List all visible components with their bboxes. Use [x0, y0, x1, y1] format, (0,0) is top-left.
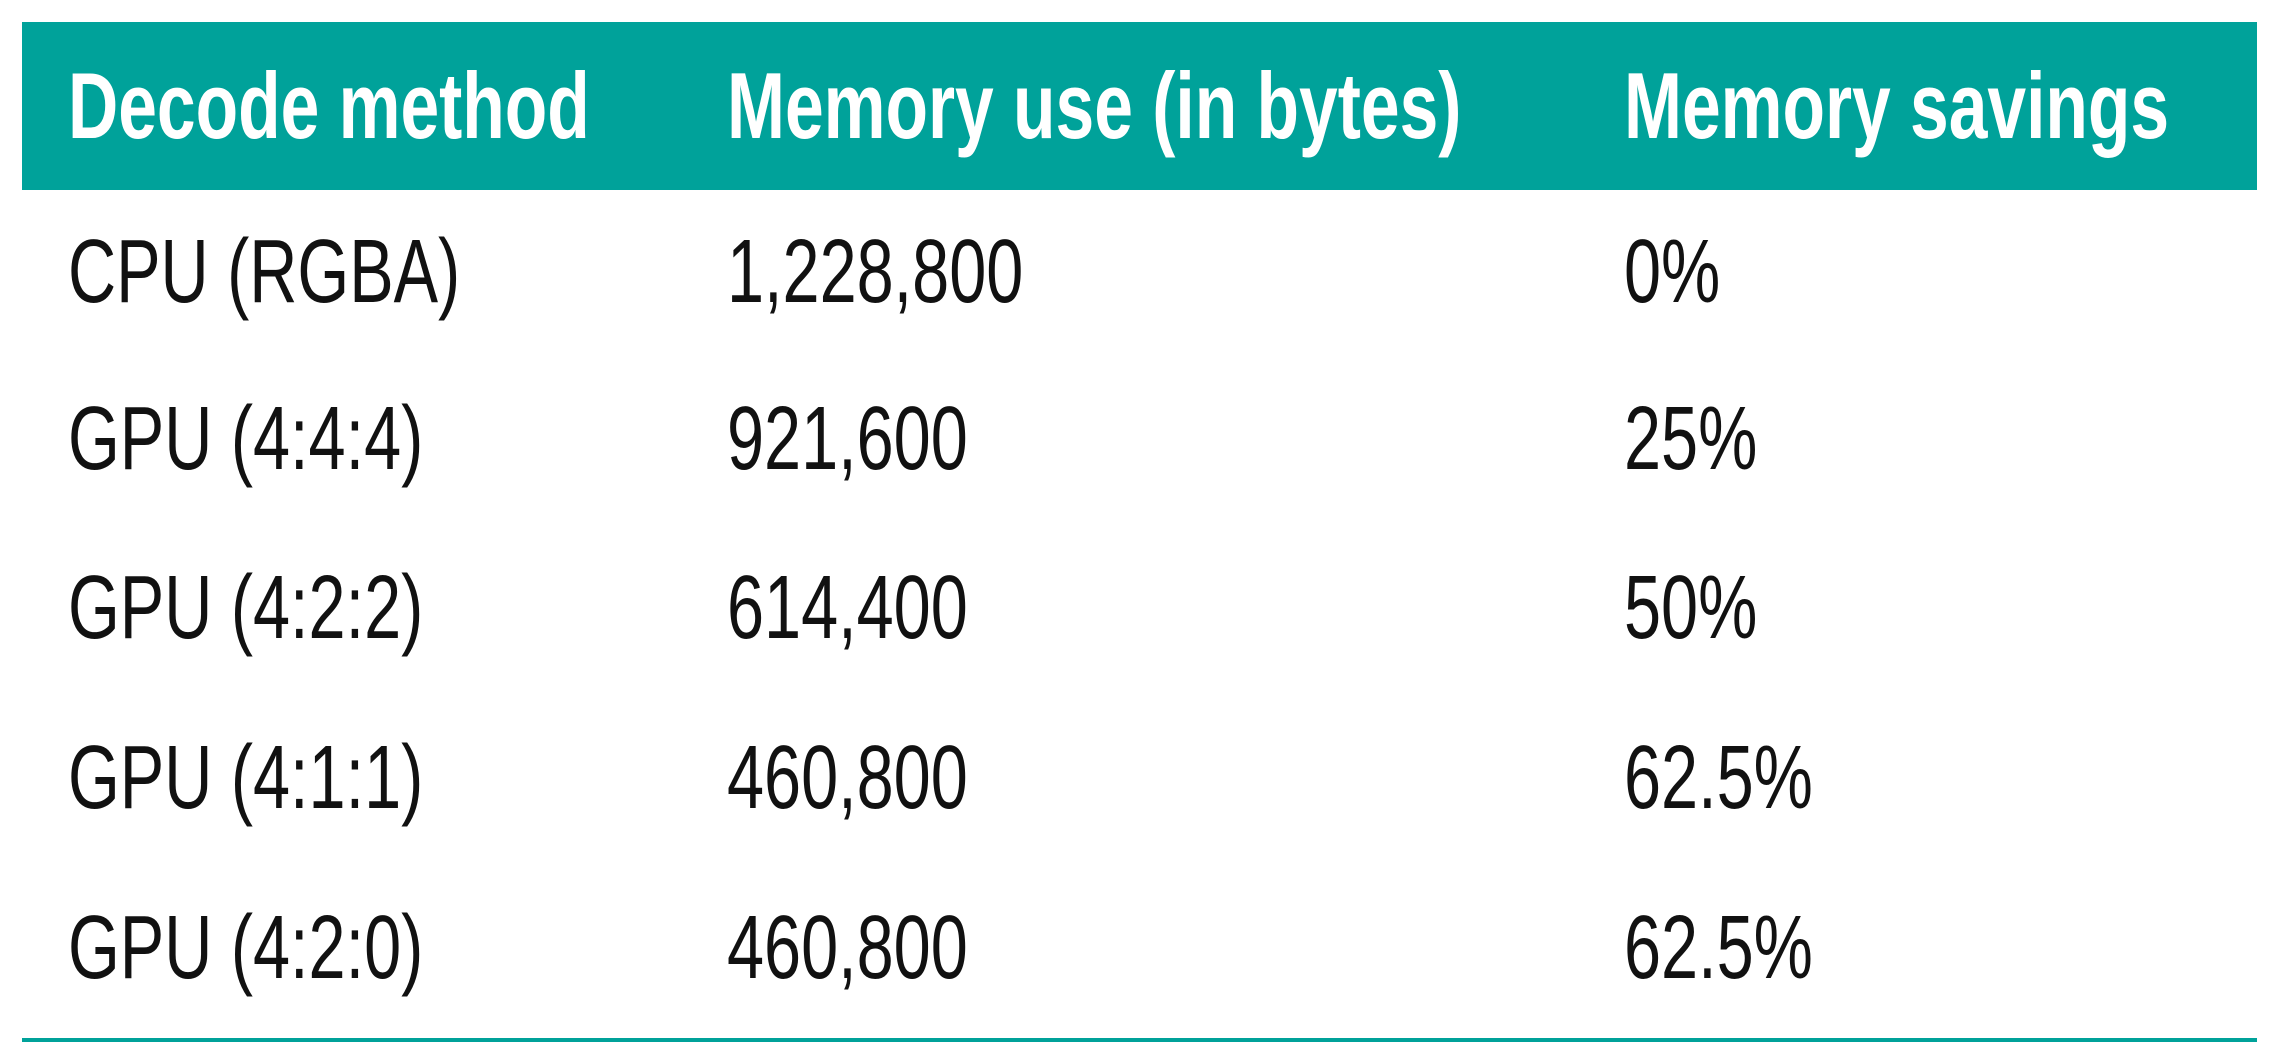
table-cell: 50% — [1624, 558, 1758, 658]
header-cell: Memory savings — [1624, 53, 2170, 158]
table-cell: 1,228,800 — [727, 222, 1024, 322]
header-cell: Decode method — [68, 53, 590, 158]
table-cell: GPU (4:2:2) — [68, 558, 424, 658]
table-cell: GPU (4:2:0) — [68, 898, 424, 998]
table-cell: 460,800 — [727, 898, 968, 998]
table-cell: CPU (RGBA) — [68, 222, 461, 322]
table-cell: 0% — [1624, 222, 1721, 322]
table-cell: 25% — [1624, 389, 1758, 489]
bottom-rule — [22, 1038, 2257, 1042]
table-cell: 921,600 — [727, 389, 968, 489]
table-cell: 62.5% — [1624, 728, 1813, 828]
table-cell: 460,800 — [727, 728, 968, 828]
table-cell: 614,400 — [727, 558, 968, 658]
header-band — [22, 22, 2257, 190]
table-cell: GPU (4:4:4) — [68, 389, 424, 489]
header-cell: Memory use (in bytes) — [727, 53, 1462, 158]
table-cell: 62.5% — [1624, 898, 1813, 998]
table-cell: GPU (4:1:1) — [68, 728, 424, 828]
